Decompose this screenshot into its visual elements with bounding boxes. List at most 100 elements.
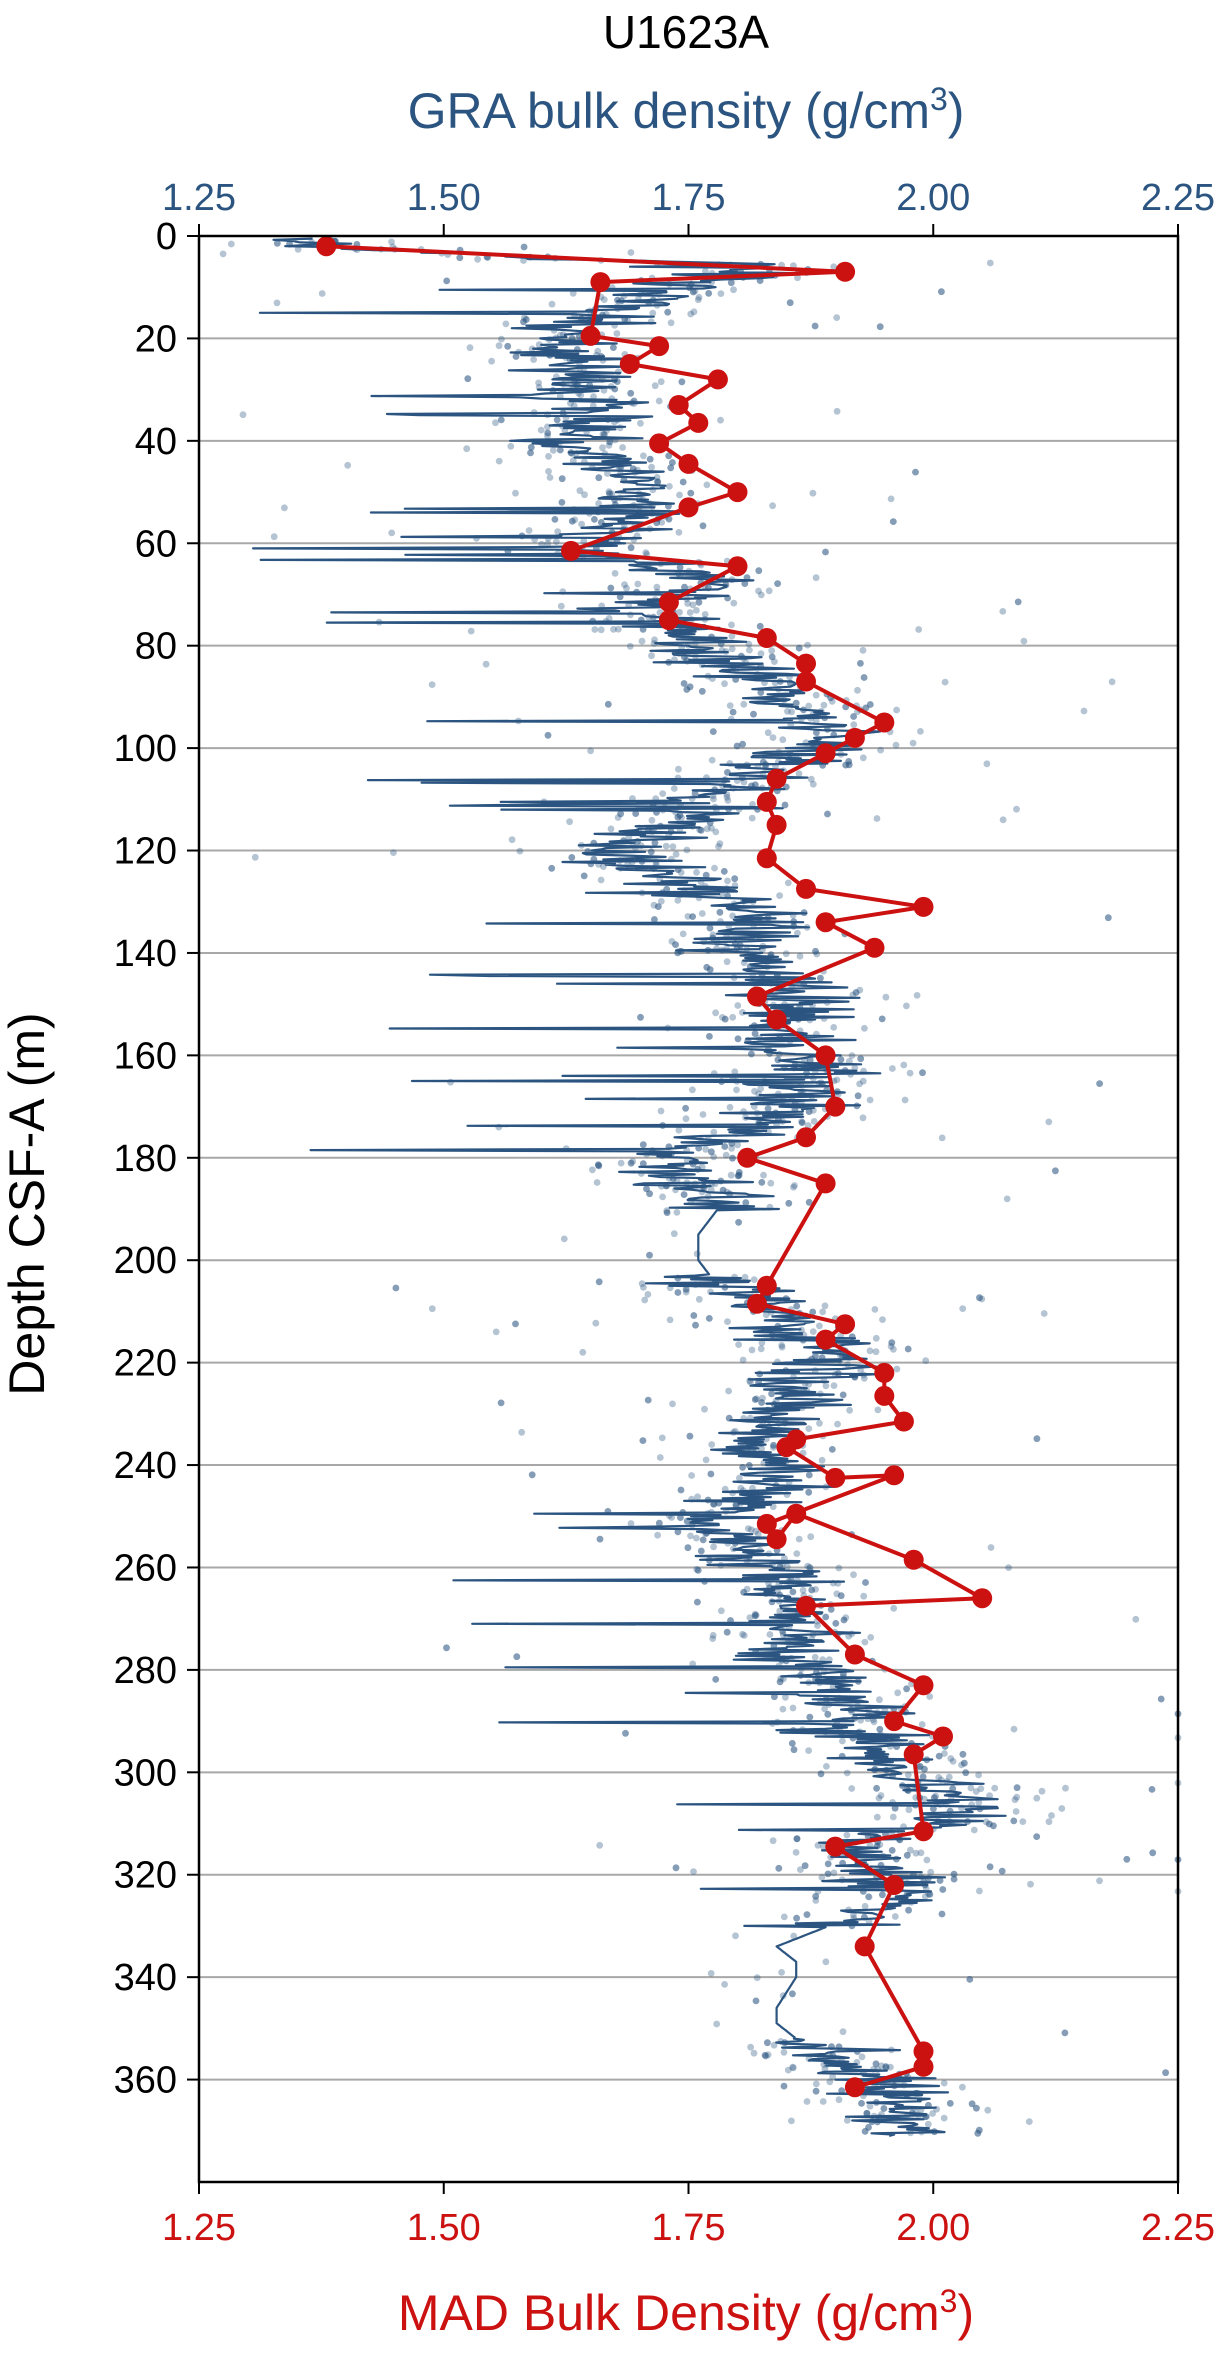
gra-point [805, 1198, 813, 1206]
gra-point [708, 824, 715, 832]
gra-point [810, 1118, 818, 1125]
gra-point [728, 632, 736, 640]
gra-point [748, 814, 756, 822]
gra-point [866, 701, 874, 708]
gra-point [568, 854, 576, 861]
gra-point [785, 1199, 793, 1207]
gra-point [903, 1851, 911, 1859]
mad-point-33 [815, 1045, 836, 1066]
gra-point [990, 1822, 997, 1830]
gra-point [830, 1382, 838, 1389]
gra-point [659, 790, 667, 797]
gra-point [854, 1092, 862, 1100]
gra-point [845, 758, 853, 765]
mad-point-36 [737, 1147, 758, 1168]
gra-point [859, 646, 867, 654]
gra-point [686, 1432, 694, 1440]
gra-point [463, 445, 471, 453]
gra-point [746, 646, 753, 654]
mad-point-24 [756, 791, 777, 812]
gra-point [861, 1638, 869, 1646]
gra-point [824, 1710, 832, 1718]
mad-point-58 [933, 1726, 953, 1747]
gra-point [893, 706, 900, 714]
gra-point [888, 1847, 896, 1854]
gra-point [669, 1400, 676, 1408]
mad-point-3 [580, 325, 601, 346]
gra-point [709, 931, 717, 939]
gra-point [788, 2117, 795, 2125]
gra-point [568, 854, 576, 861]
gra-point [946, 2100, 954, 2107]
gra-point [871, 1306, 879, 1313]
gra-point [677, 869, 685, 876]
gra-point [926, 1693, 934, 1700]
gra-point [1162, 2069, 1169, 2077]
gra-point [779, 736, 787, 744]
gra-point [812, 1893, 820, 1900]
gra-point [1010, 1725, 1018, 1733]
gra-point [789, 2064, 797, 2072]
gra-point [1003, 1195, 1011, 1203]
gra-point [676, 491, 683, 499]
gra-point [1123, 1855, 1131, 1863]
gra-point [651, 839, 659, 847]
gra-point [872, 2060, 880, 2068]
gra-point [617, 810, 624, 818]
mad-point-50 [766, 1529, 787, 1550]
gra-point [813, 950, 821, 958]
gra-point [695, 598, 703, 606]
gra-point [591, 516, 598, 523]
gra-point [850, 721, 858, 729]
gra-point [850, 713, 857, 720]
gra-point [987, 1544, 995, 1551]
gra-point [919, 1069, 926, 1077]
gra-point [723, 1628, 731, 1636]
y-tick-label-320: 320 [114, 1855, 177, 1897]
gra-point [726, 702, 734, 709]
gra-point [646, 1251, 653, 1259]
gra-point [822, 548, 829, 556]
gra-point [739, 1464, 746, 1471]
gra-point [527, 449, 534, 457]
mad-point-2 [590, 272, 611, 293]
gra-point [814, 1622, 821, 1629]
gra-point [751, 1612, 759, 1620]
gra-point [768, 1390, 775, 1398]
gra-point [281, 504, 288, 512]
gra-point [544, 432, 551, 440]
gra-point [839, 1737, 846, 1745]
gra-point [1058, 1805, 1066, 1812]
gra-point [675, 529, 683, 536]
gra-point [919, 1773, 927, 1781]
mad-point-35 [796, 1127, 816, 1148]
gra-point [693, 869, 700, 876]
gra-point [729, 1013, 737, 1021]
gra-point [656, 1454, 664, 1461]
gra-point [919, 1069, 926, 1077]
mad-point-52 [903, 1549, 924, 1570]
gra-point [677, 1514, 684, 1521]
gra-point [682, 1286, 690, 1293]
gra-point [978, 1295, 986, 1303]
gra-point [727, 279, 735, 287]
gra-point [974, 2129, 982, 2137]
mad-point-43 [874, 1385, 895, 1406]
gra-point [672, 941, 679, 948]
mad-point-25 [766, 814, 787, 835]
gra-point [653, 474, 661, 481]
gra-point [709, 1631, 717, 1639]
gra-point [817, 974, 824, 982]
gra-point [443, 1644, 450, 1652]
gra-point [986, 259, 994, 267]
gra-point [750, 710, 757, 718]
gra-point [708, 756, 716, 764]
gra-point [689, 913, 696, 920]
gra-point [1013, 1793, 1021, 1801]
gra-point [497, 416, 505, 424]
gra-point [706, 966, 714, 973]
gra-point [669, 459, 676, 466]
gra-point [865, 1893, 873, 1901]
y-tick-label-0: 0 [156, 216, 177, 258]
gra-point [783, 1563, 791, 1570]
